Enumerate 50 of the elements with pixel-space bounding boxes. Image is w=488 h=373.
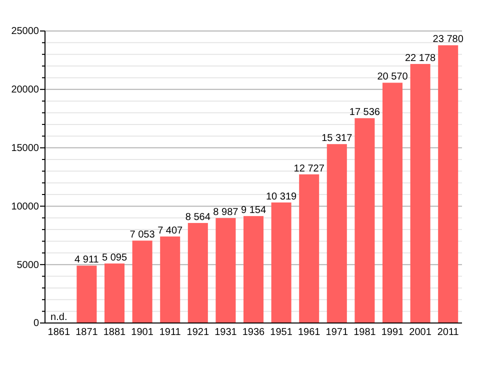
data-label: 22 178: [405, 52, 436, 64]
x-tick-label: 2011: [437, 327, 460, 338]
bar: [326, 144, 347, 323]
y-tick-label: 5000: [16, 260, 40, 271]
bar: [216, 218, 236, 323]
bar: [271, 202, 292, 323]
bar: [243, 216, 264, 323]
bar: [299, 174, 320, 323]
data-label: 17 536: [349, 107, 380, 118]
bar: [160, 236, 180, 323]
x-tick-label: 1936: [242, 327, 266, 338]
data-label: 8 564: [185, 212, 211, 223]
x-tick-label: 1991: [381, 327, 404, 338]
bar: [104, 263, 125, 323]
x-tick-label: 1961: [298, 327, 321, 338]
y-tick-label: 20000: [11, 84, 40, 96]
x-tick-label: 1971: [326, 327, 348, 338]
bar: [382, 82, 403, 323]
x-tick-label: 1901: [131, 327, 154, 338]
data-label: 20 570: [377, 72, 408, 83]
y-tick-label: 0: [33, 318, 40, 330]
bar: [188, 222, 208, 323]
data-label: 7 407: [158, 225, 184, 236]
y-tick-label: 15000: [11, 143, 40, 154]
x-tick-label: 1921: [186, 327, 210, 338]
data-label: 10 319: [266, 191, 298, 202]
x-tick-label: 1861: [48, 327, 70, 338]
x-tick-label: 1911: [159, 327, 182, 338]
x-tick-label: 1951: [270, 327, 293, 338]
bar: [354, 118, 375, 323]
bar: [410, 64, 430, 323]
data-label: 5 095: [102, 252, 128, 264]
y-tick-label: 25000: [11, 26, 40, 38]
bar: [132, 240, 152, 323]
x-tick-label: 1871: [76, 327, 98, 338]
data-label: 9 154: [240, 205, 266, 216]
data-label: 4 911: [74, 254, 100, 266]
x-tick-label: 1931: [214, 327, 238, 338]
x-tick-label: 2001: [409, 327, 432, 338]
data-label: 8 987: [213, 207, 239, 218]
x-tick-label: 1881: [103, 327, 126, 338]
data-label: 15 317: [322, 133, 353, 144]
bar: [76, 266, 97, 323]
y-tick-label: 10000: [11, 201, 40, 212]
data-label: 12 727: [294, 163, 325, 174]
data-label: 23 780: [432, 34, 464, 46]
annotation: n.d.: [50, 312, 68, 323]
bar: [438, 45, 458, 323]
data-label: 7 053: [130, 230, 156, 241]
x-tick-label: 1981: [354, 327, 376, 338]
